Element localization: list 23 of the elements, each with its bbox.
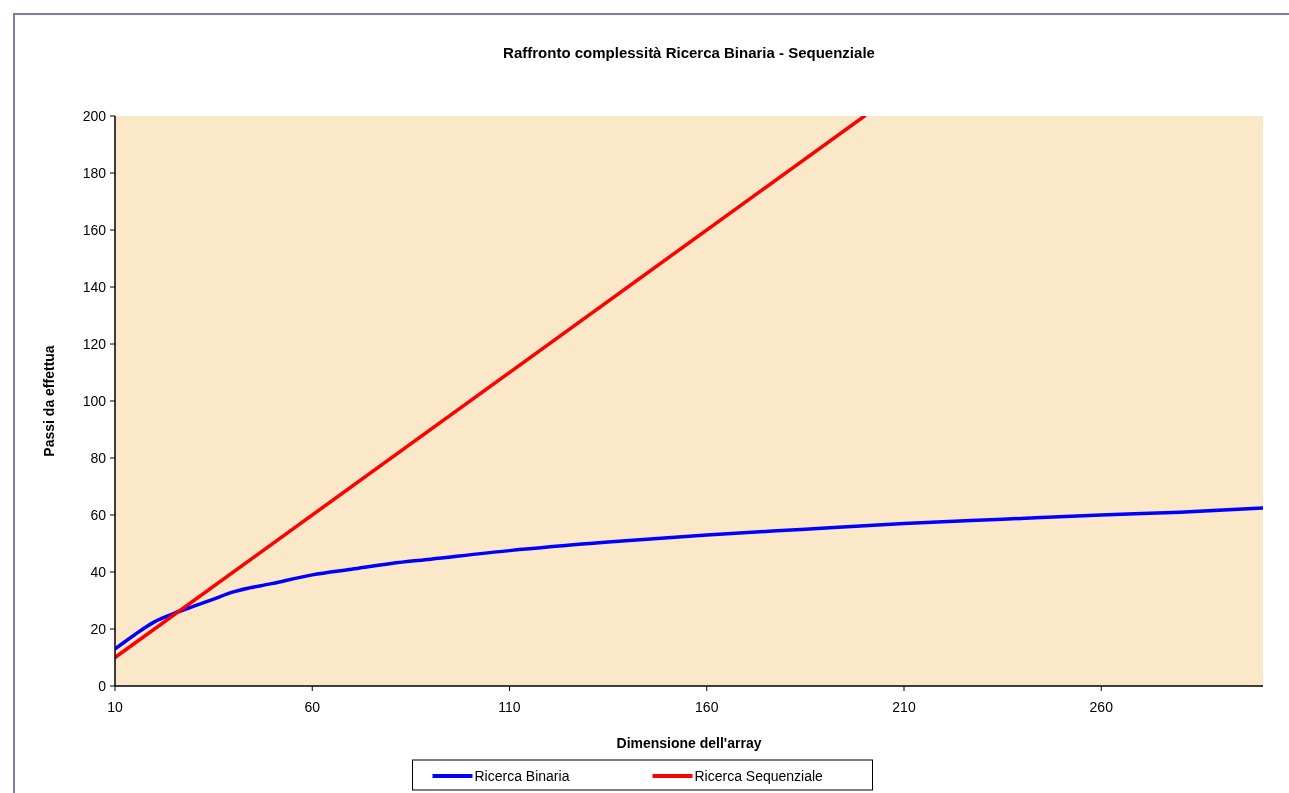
y-tick-label: 120 xyxy=(82,335,107,352)
x-tick-label: 110 xyxy=(498,699,521,715)
y-tick-label: 0 xyxy=(98,677,107,694)
y-tick-label: 140 xyxy=(82,278,107,295)
legend-label: Ricerca Binaria xyxy=(474,767,570,784)
y-tick-label: 160 xyxy=(82,221,107,238)
x-axis-title: Dimensione dell'array xyxy=(616,735,762,751)
x-tick-label: 10 xyxy=(107,699,123,715)
x-tick-label: 260 xyxy=(1089,699,1114,715)
y-tick-label: 40 xyxy=(90,563,107,580)
y-tick-label: 100 xyxy=(82,392,107,409)
y-tick-label: 60 xyxy=(90,506,107,523)
legend-label: Ricerca Sequenziale xyxy=(694,767,824,784)
y-tick-label: 200 xyxy=(82,107,107,124)
x-tick-label: 210 xyxy=(892,699,916,715)
y-axis-title: Passi da effettua xyxy=(41,345,57,457)
x-tick-label: 60 xyxy=(304,699,321,715)
x-tick-label: 160 xyxy=(695,699,719,715)
y-tick-label: 80 xyxy=(90,449,107,466)
line-series xyxy=(115,506,1263,651)
y-tick-label: 180 xyxy=(82,164,107,181)
chart-title: Raffronto complessità Ricerca Binaria - Sequenziale xyxy=(503,44,875,61)
y-tick-label: 20 xyxy=(90,620,107,637)
